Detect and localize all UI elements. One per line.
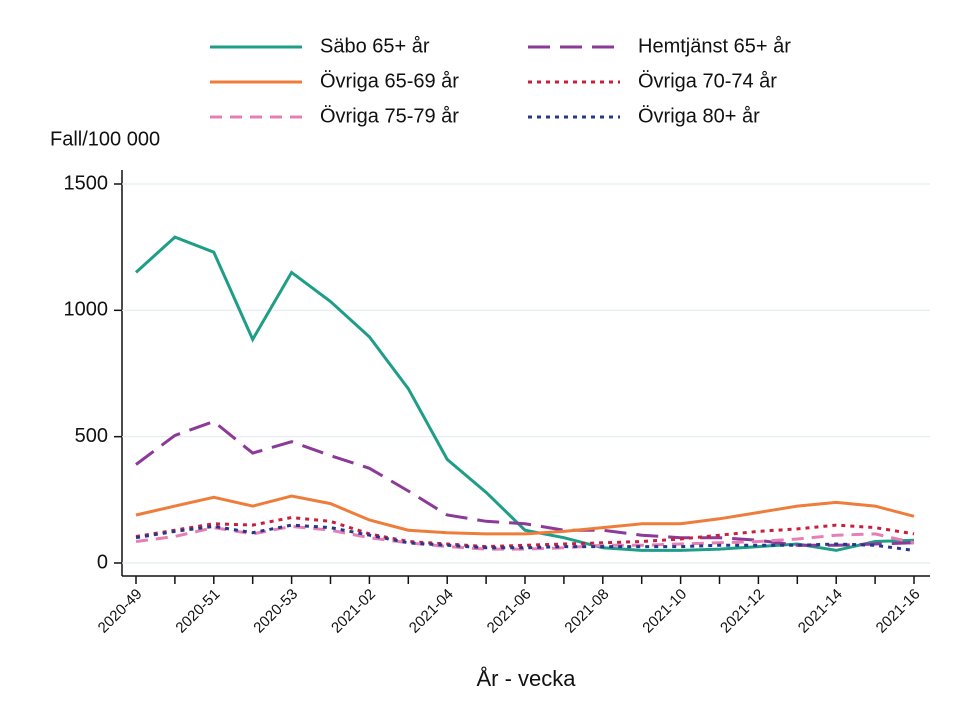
series-line	[135, 524, 915, 551]
y-tick-label: 0	[97, 551, 108, 573]
y-tick-label: 1000	[64, 299, 109, 321]
x-tick-label: 2021-10	[639, 586, 690, 637]
series-line	[135, 494, 915, 536]
x-tick-label: 2020-53	[250, 586, 301, 637]
x-tick-label: 2021-08	[561, 586, 612, 637]
x-tick-label: 2020-49	[95, 586, 146, 637]
legend-label: Övriga 70-74 år	[638, 70, 777, 92]
y-axis-title: Fall/100 000	[50, 128, 160, 150]
y-tick-label: 1500	[64, 172, 109, 194]
series-line	[134, 235, 915, 552]
x-tick-label: 2021-04	[406, 586, 457, 637]
x-tick-label: 2021-16	[873, 586, 924, 637]
legend-label: Övriga 80+ år	[638, 105, 760, 127]
x-tick-label: 2021-12	[717, 586, 768, 637]
x-tick-label: 2020-51	[172, 586, 223, 637]
x-tick-label: 2021-02	[328, 586, 379, 637]
legend-label: Hemtjänst 65+ år	[638, 35, 791, 57]
legend-label: Säbo 65+ år	[320, 35, 430, 57]
x-tick-label: 2021-06	[484, 586, 535, 637]
x-tick-label: 2021-14	[795, 586, 846, 637]
legend-label: Övriga 75-79 år	[320, 105, 459, 127]
legend-label: Övriga 65-69 år	[320, 70, 459, 92]
series-line	[135, 419, 915, 547]
y-tick-label: 500	[75, 425, 108, 447]
x-axis-title: År - vecka	[476, 666, 576, 691]
